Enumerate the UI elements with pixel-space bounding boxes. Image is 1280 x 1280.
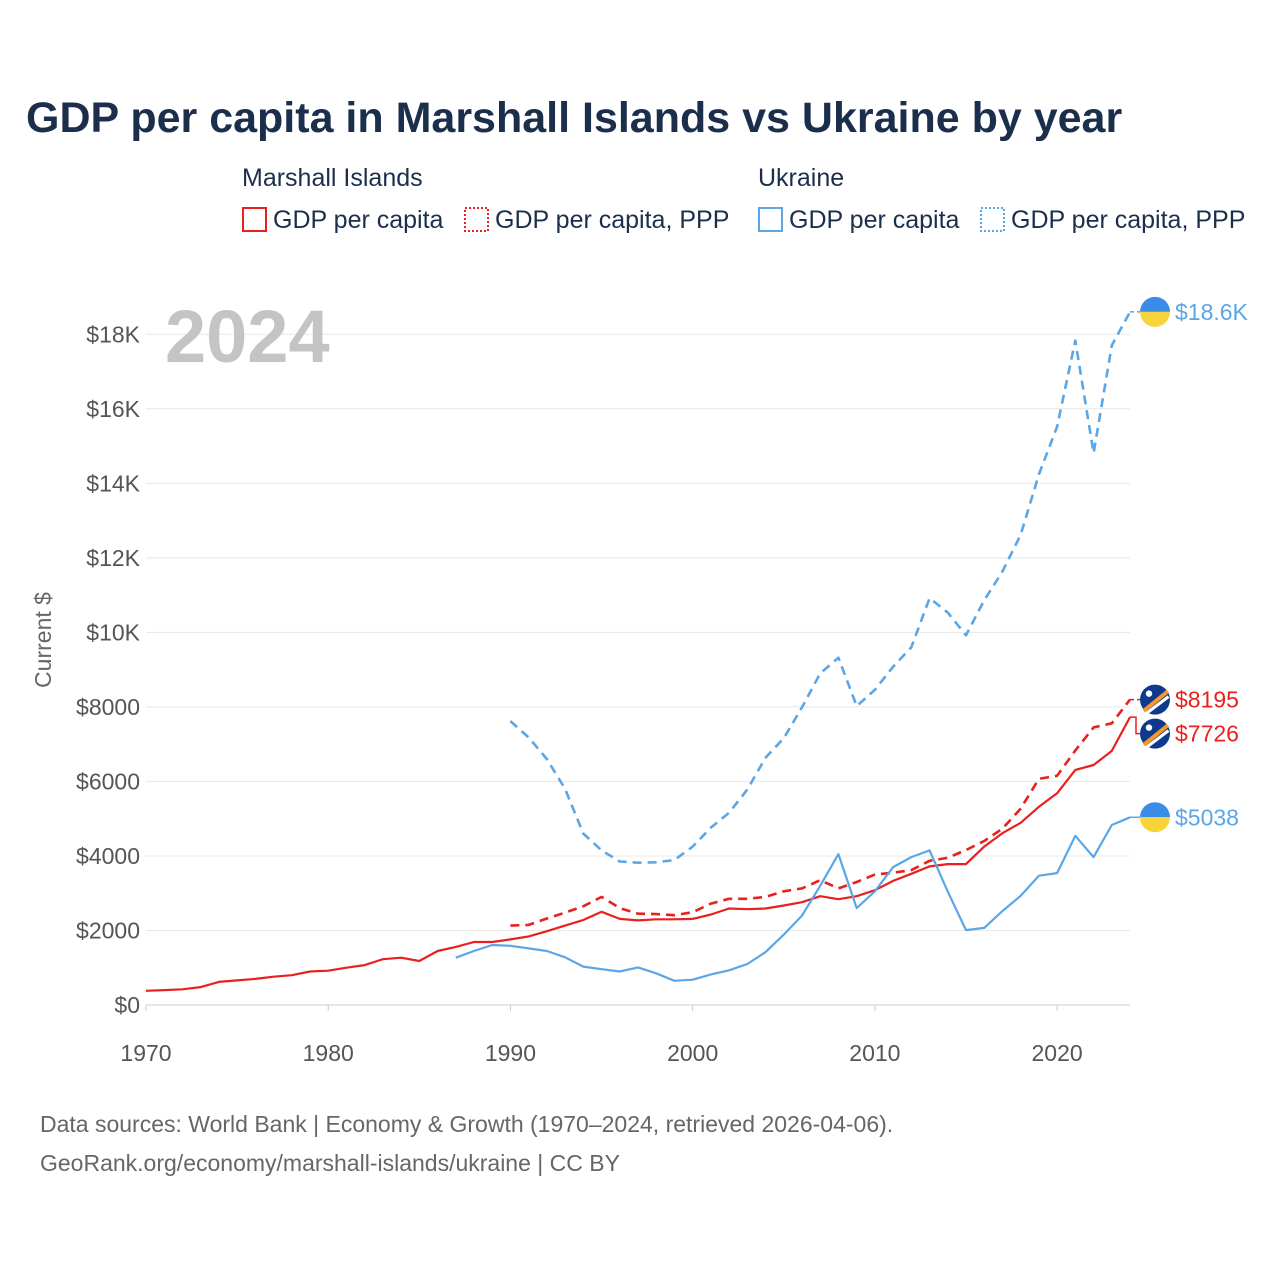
end-label-value: $18.6K [1175,299,1249,325]
end-label-connector [1130,716,1140,735]
y-tick-label: $4000 [76,843,140,869]
source-line-2: GeoRank.org/economy/marshall-islands/ukr… [40,1150,620,1176]
legend-swatch-ukraine-ppp [980,207,1005,232]
series-lines [145,311,1132,992]
legend-label-ukraine-gdp[interactable]: GDP per capita [789,206,960,234]
series-line-1 [510,698,1132,927]
end-label-value: $5038 [1175,804,1239,830]
end-labels: $7726 $8195 $5038 $18.6K [1130,296,1249,833]
x-tick-label: 1990 [485,1040,536,1066]
y-tick-label: $14K [86,470,140,496]
y-tick-label: $8000 [76,694,140,720]
y-tick-label: $2000 [76,917,140,943]
y-tick-label: $12K [86,545,140,571]
series-line-2 [455,816,1131,982]
ukraine-flag-icon [1140,296,1170,327]
y-axis-title: Current $ [30,592,56,688]
y-tick-label: $6000 [76,768,140,794]
x-tick-label: 1970 [120,1040,171,1066]
legend-swatch-marshall-islands-ppp [464,207,489,232]
y-tick-label: $0 [114,992,140,1018]
marshall-islands-flag-icon [1140,684,1170,715]
ukraine-flag-icon [1140,802,1170,833]
series-line-3 [509,311,1132,864]
legend-swatch-ukraine-gdp [758,207,783,232]
x-tick-label: 2020 [1032,1040,1083,1066]
source-line-1: Data sources: World Bank | Economy & Gro… [40,1111,893,1137]
legend-group-marshall-islands: Marshall Islands [242,164,423,192]
y-tick-label: $16K [86,396,140,422]
y-axis: $0 $2000 $4000 $6000 $8000 $10K $12K $14K $16K $1… [76,321,141,1018]
chart-title: GDP per capita in Marshall Islands vs Uk… [26,94,1122,142]
gridlines [146,333,1130,1006]
end-label-value: $7726 [1175,721,1239,747]
x-tick-label: 2000 [667,1040,718,1066]
x-tick-label: 2010 [849,1040,900,1066]
marshall-islands-flag-icon [1140,718,1170,749]
x-tick-label: 1980 [303,1040,354,1066]
legend-label-ukraine-ppp[interactable]: GDP per capita, PPP [1011,206,1245,234]
legend: Marshall Islands GDP per capita GDP per … [242,164,1245,234]
legend-label-marshall-islands-gdp[interactable]: GDP per capita [273,206,444,234]
y-tick-label: $10K [86,619,140,645]
legend-swatch-marshall-islands-gdp [242,207,267,232]
year-watermark: 2024 [165,295,330,378]
legend-label-marshall-islands-ppp[interactable]: GDP per capita, PPP [495,206,729,234]
y-tick-label: $18K [86,321,140,347]
legend-group-ukraine: Ukraine [758,164,844,192]
end-label-value: $8195 [1175,687,1239,713]
x-axis: 1970 1980 1990 2000 2010 2020 [120,1005,1083,1066]
series-line-0 [145,716,1131,992]
